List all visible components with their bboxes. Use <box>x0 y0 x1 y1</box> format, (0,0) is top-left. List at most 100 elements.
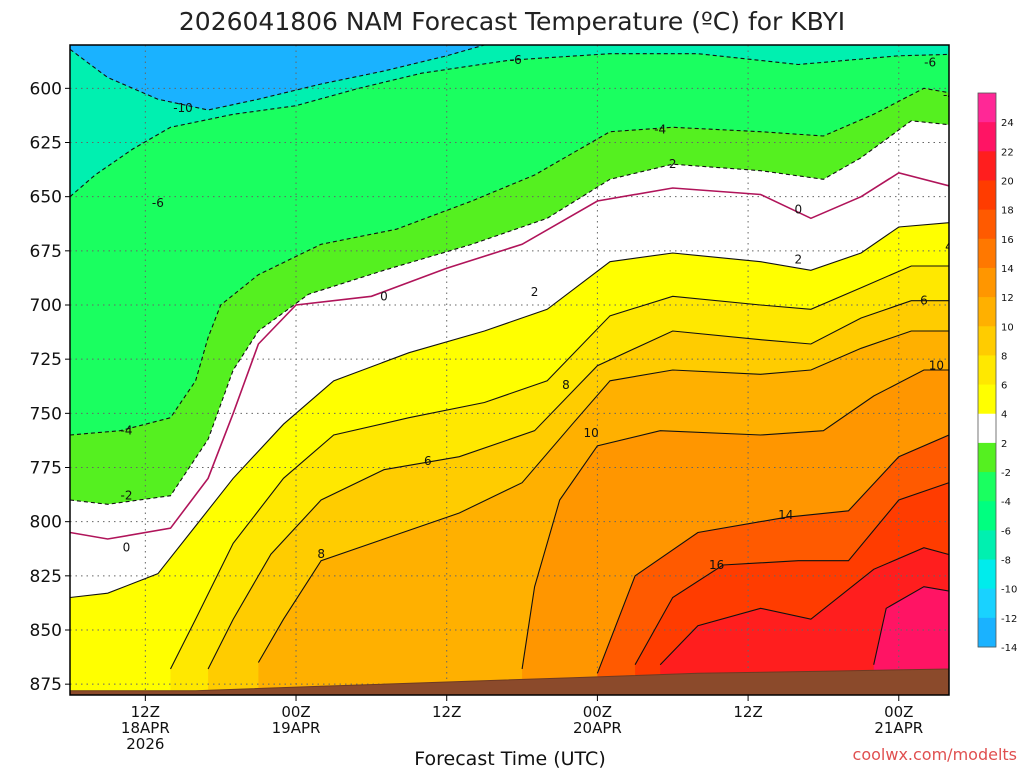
plot-frame <box>69 44 950 696</box>
isotherm-16 <box>634 482 949 665</box>
chart-title: 2026041806 NAM Forecast Temperature (ºC)… <box>179 7 845 36</box>
contour-label: 6 <box>920 294 928 308</box>
isotherm-2 <box>70 222 949 599</box>
colorbar-label: -12 <box>1001 614 1017 625</box>
colorbar-swatch <box>978 442 996 473</box>
y-tick-label: 650 <box>30 188 62 208</box>
colorbar-swatch <box>978 530 996 561</box>
contour-label: 8 <box>562 378 570 392</box>
colorbar-label: 20 <box>1001 176 1014 187</box>
y-tick-label: 800 <box>30 513 62 533</box>
contour-label: -6 <box>510 53 522 67</box>
contour-label: -6 <box>924 55 936 69</box>
contour-label: 4 <box>945 240 953 254</box>
contour-label: 8 <box>970 324 978 338</box>
isotherm--10 <box>70 45 485 111</box>
contour-label: 10 <box>929 359 944 373</box>
colorbar-label: -14 <box>1001 643 1017 654</box>
fill-region-20 <box>873 586 949 695</box>
credit-text: coolwx.com/modelts <box>853 745 1017 764</box>
y-axis: 600 625 650 675 700 725 750 775 800 825 850 875 <box>30 79 70 695</box>
y-tick-label: 625 <box>30 134 62 154</box>
contour-label: -4 <box>654 123 666 137</box>
isotherm-6 <box>207 300 949 670</box>
colorbar-label: 16 <box>1001 235 1014 246</box>
x-tick-label: 18APR <box>121 719 170 737</box>
isotherm-4 <box>170 265 949 670</box>
x-tick-label: 19APR <box>272 719 321 737</box>
colorbar-swatch <box>978 151 996 181</box>
colorbar-swatch <box>978 355 996 386</box>
colorbar-swatch <box>978 559 996 590</box>
contour-label: -4 <box>121 424 133 438</box>
colorbar-label: 6 <box>1001 381 1007 392</box>
contour-label: 6 <box>424 454 432 468</box>
colorbar-label: -10 <box>1001 585 1017 596</box>
x-tick-label: 20APR <box>573 719 622 737</box>
y-tick-label: 825 <box>30 567 62 587</box>
y-tick-label: 725 <box>30 350 62 370</box>
contour-label: 2 <box>794 253 802 267</box>
contour-label: 8 <box>317 547 325 561</box>
colorbar-label: 12 <box>1001 293 1014 304</box>
y-tick-label: 875 <box>30 675 62 695</box>
y-tick-label: 700 <box>30 296 62 316</box>
isotherm-20 <box>873 586 949 665</box>
y-tick-label: 775 <box>30 459 62 479</box>
colorbar-swatch <box>978 180 996 211</box>
x-tick-label: 21APR <box>874 719 923 737</box>
isotherm--4 <box>70 87 949 436</box>
terrain-surface <box>70 668 949 695</box>
contour-label: 2 <box>669 157 677 171</box>
colorbar-label: 8 <box>1001 351 1007 362</box>
isotherm--2 <box>70 120 949 505</box>
contour-label: -10 <box>173 101 193 115</box>
contour-lines <box>70 45 949 674</box>
colorbar-swatch <box>978 122 996 152</box>
colorbar-swatch <box>978 297 996 327</box>
y-tick-label: 600 <box>30 79 62 99</box>
contour-label: 0 <box>794 203 802 217</box>
contour-label: 10 <box>583 426 598 440</box>
colorbar-label: -2 <box>1001 468 1011 479</box>
contour-label: 0 <box>123 541 131 555</box>
colorbar-frame <box>977 92 997 648</box>
colorbar-swatch <box>978 93 996 123</box>
colorbar-label: -6 <box>1001 526 1011 537</box>
x-tick-label: 12Z <box>733 703 762 721</box>
colorbar-label: 2 <box>1001 439 1007 450</box>
contour-label: 14 <box>778 508 793 522</box>
colorbar-label: 22 <box>1001 147 1014 158</box>
contour-label: -2 <box>121 489 133 503</box>
y-tick-label: 750 <box>30 404 62 424</box>
x-tick-label: 00Z <box>583 703 612 721</box>
terrain <box>70 668 949 695</box>
isotherm-10 <box>521 369 949 670</box>
y-tick-label: 850 <box>30 621 62 641</box>
x-axis-title: Forecast Time (UTC) <box>414 748 605 768</box>
colorbar-swatch <box>978 472 996 502</box>
contour-label: 2 <box>531 285 539 299</box>
colorbar-label: 10 <box>1001 322 1014 333</box>
colorbar-label: -8 <box>1001 556 1011 567</box>
colorbar-swatch <box>978 501 996 531</box>
isotherm-0 <box>70 171 949 540</box>
contour-label: 16 <box>709 558 724 572</box>
colorbar-label: -4 <box>1001 497 1011 508</box>
contour-label: 20 <box>960 614 975 628</box>
x-tick-label: 00Z <box>281 703 310 721</box>
contour-label: -4 <box>943 88 955 102</box>
isotherm-14 <box>596 434 949 674</box>
colorbar-swatch <box>978 617 996 648</box>
colorbar-label: 18 <box>1001 206 1014 217</box>
colorbar: 24 22 20 18 16 14 12 10 8 6 4 2 -2 -4 -6 -8 -10 -12 -14 <box>977 92 1017 654</box>
x-tick-label: 12Z <box>432 703 461 721</box>
colorbar-label: 4 <box>1001 410 1007 421</box>
contour-label: 0 <box>380 289 388 303</box>
contour-label: -6 <box>152 196 164 210</box>
x-tick-label: 2026 <box>126 735 164 753</box>
y-tick-label: 675 <box>30 242 62 262</box>
